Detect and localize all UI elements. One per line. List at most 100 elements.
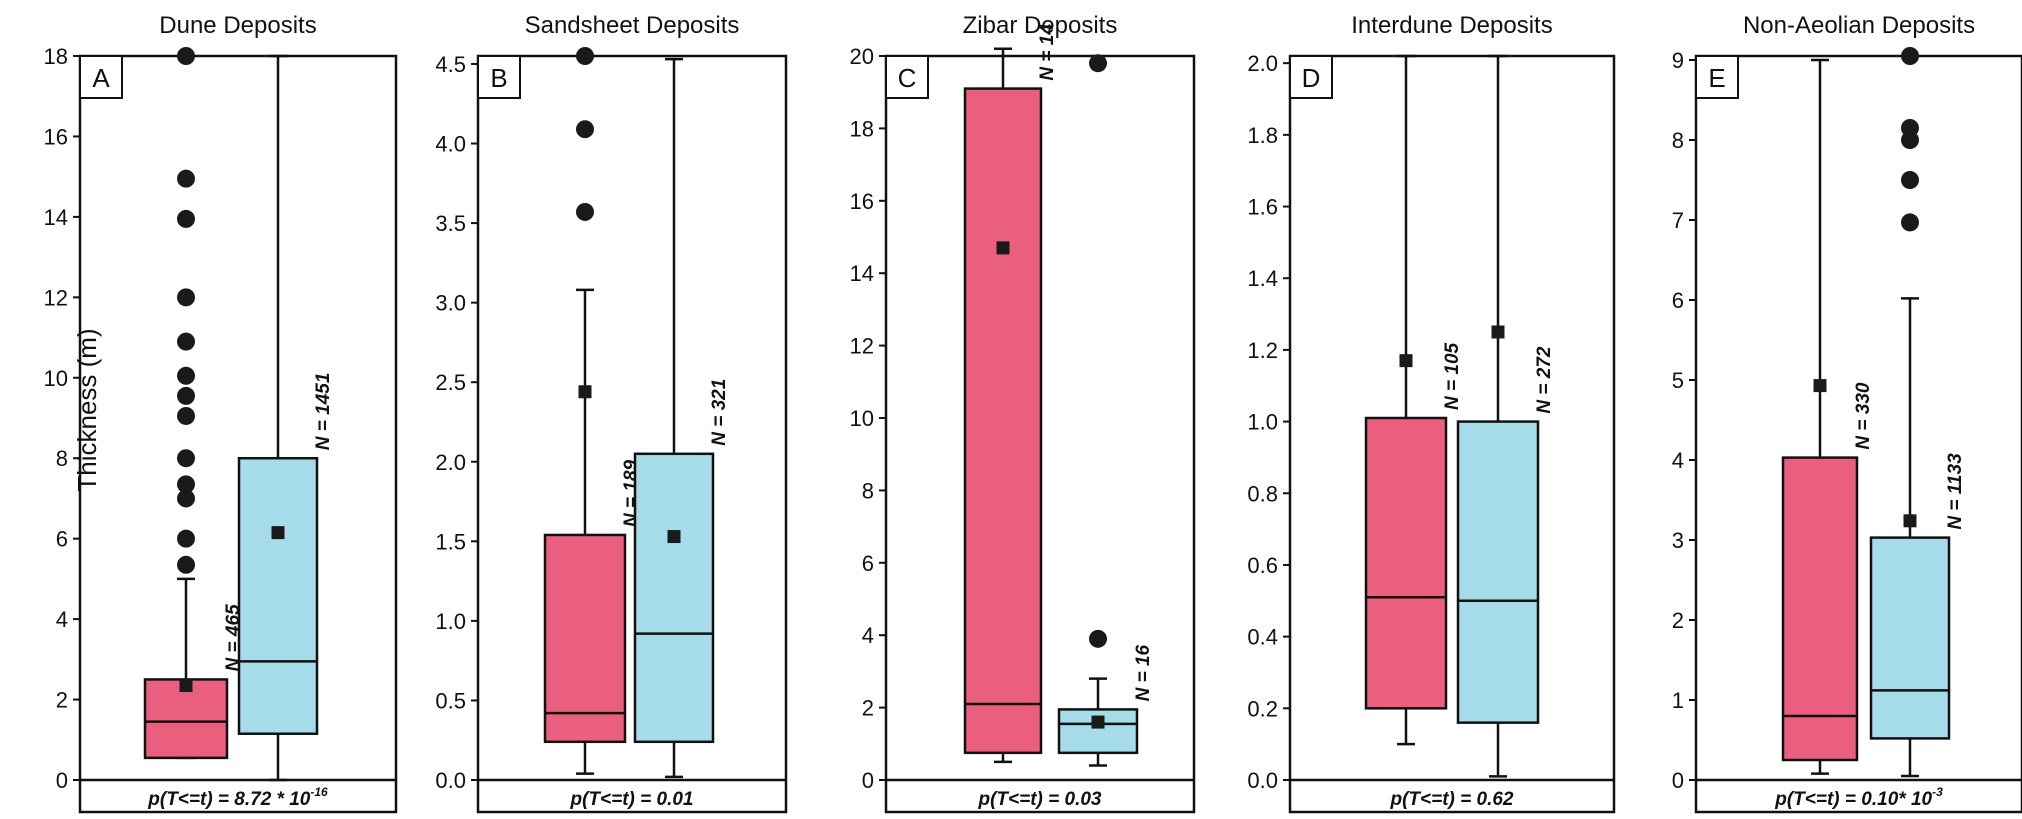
y-tick-label: 2.0 <box>435 450 466 475</box>
panel-letter-box <box>1289 55 1333 99</box>
sample-size-label: N = 1451 <box>313 373 334 451</box>
iqr-box <box>963 87 1043 755</box>
panel-frame <box>1288 54 1616 814</box>
panel-e: Non-Aeolian Deposits 0 1 2 3 4 5 6 7 8 9E N = 330 N … <box>1672 12 2022 814</box>
outlier-point <box>177 332 195 351</box>
outlier-point <box>177 555 195 574</box>
p-value-exponent: -16 <box>310 785 328 799</box>
sample-size-label: N = 321 <box>709 379 730 446</box>
sample-size-label: N = 330 <box>1853 382 1874 450</box>
outlier-point <box>177 169 195 188</box>
sample-size-label: N = 1133 <box>1945 453 1966 530</box>
panel-letter-box <box>79 55 123 99</box>
outlier-point <box>1901 171 1919 189</box>
sample-size-label: N = 16 <box>1133 644 1154 701</box>
mean-marker <box>179 678 193 692</box>
y-tick-label: 3.5 <box>435 211 466 236</box>
iqr-box <box>1364 416 1448 710</box>
box-group-1: N = 105 <box>1364 54 1463 746</box>
iqr-box <box>1456 420 1540 724</box>
box-group-2: N = 272 <box>1456 54 1555 778</box>
p-value-label: p(T<=t) = 0.01 <box>569 789 693 810</box>
y-tick-label: 2 <box>862 696 874 721</box>
y-tick-label: 9 <box>1672 48 1684 73</box>
y-tick-label: 20 <box>850 44 874 69</box>
outlier-point <box>1089 54 1107 73</box>
box-group-2: N = 1451 <box>237 54 334 782</box>
y-tick-label: 14 <box>44 205 68 230</box>
p-value-label: p(T<=t) = 0.62 <box>1389 789 1513 810</box>
mean-marker <box>271 526 285 540</box>
y-tick-label: 1.4 <box>1247 266 1278 291</box>
y-tick-label: 1.0 <box>435 609 466 634</box>
outlier-point <box>177 47 195 65</box>
y-tick-label: 6 <box>1672 288 1684 313</box>
y-tick-label: 6 <box>56 527 68 552</box>
panel-letter: D <box>1302 63 1321 93</box>
y-tick-label: 18 <box>44 44 68 69</box>
y-tick-label: 1.6 <box>1247 195 1278 220</box>
y-tick-label: 18 <box>850 116 874 141</box>
panel-letter-box <box>1695 55 1739 99</box>
panel-title: Interdune Deposits <box>1351 12 1552 39</box>
outlier-point <box>177 475 195 494</box>
panel-letter: C <box>898 63 917 93</box>
outlier-point <box>1089 629 1107 648</box>
y-tick-label: 4 <box>56 607 68 632</box>
y-tick-label: 1.5 <box>435 529 466 554</box>
sample-size-label: N = 14 <box>1037 24 1058 81</box>
y-tick-label: 5 <box>1672 368 1684 393</box>
y-tick-label: 1 <box>1672 688 1684 713</box>
y-tick-label: 7 <box>1672 208 1684 233</box>
outlier-point <box>177 386 195 405</box>
y-tick-label: 0.0 <box>435 768 466 793</box>
y-tick-label: 1.2 <box>1247 338 1278 363</box>
y-tick-label: 0.4 <box>1247 625 1278 650</box>
mean-marker <box>996 241 1010 255</box>
panel-frame <box>476 54 788 814</box>
y-tick-label: 4.0 <box>435 132 466 157</box>
panel-d: Interdune Deposits 0.0 0.2 0.4 0.6 0.8 1.0 1.2 1… <box>1247 12 1616 814</box>
y-tick-label: 2 <box>56 688 68 713</box>
outlier-point <box>177 366 195 385</box>
box-group-1: N = 14 <box>963 24 1058 764</box>
outlier-point <box>177 529 195 548</box>
box-group-1: N = 465 <box>143 47 244 760</box>
panel-frame <box>78 54 398 814</box>
panel-title: Sandsheet Deposits <box>525 12 740 39</box>
outlier-point <box>1901 119 1919 137</box>
sample-size-label: N = 272 <box>1534 346 1555 414</box>
iqr-box <box>143 678 229 760</box>
iqr-box <box>1781 456 1859 762</box>
panel-title: Non-Aeolian Deposits <box>1743 12 1975 39</box>
y-tick-label: 3 <box>1672 528 1684 553</box>
iqr-box <box>1869 536 1951 740</box>
mean-marker <box>1399 354 1413 368</box>
box-group-2: N = 1133 <box>1869 47 1966 778</box>
p-value-exponent: -3 <box>1932 785 1943 799</box>
box-group-2: N = 321 <box>633 57 730 779</box>
y-tick-label: 16 <box>44 124 68 149</box>
p-value-label: p(T<=t) = 8.72 * 10-16 <box>147 785 328 810</box>
y-tick-label: 0 <box>1672 768 1684 793</box>
panel-letter-box <box>477 55 521 99</box>
y-tick-label: 3.0 <box>435 291 466 316</box>
y-tick-label: 0.8 <box>1247 481 1278 506</box>
y-tick-label: 0.2 <box>1247 696 1278 721</box>
panel-c: Zibar Deposits 0 2 4 6 8 10 12 14 16 18 20 C N = 14 N … <box>850 12 1196 814</box>
y-tick-label: 0.5 <box>435 688 466 713</box>
panel-letter: E <box>1708 63 1725 93</box>
p-value-label: p(T<=t) = 0.10* 10-3 <box>1774 785 1943 810</box>
y-tick-label: 0 <box>862 768 874 793</box>
outlier-point <box>1901 213 1919 232</box>
panel-title: Dune Deposits <box>159 12 316 39</box>
y-tick-label: 2.5 <box>435 370 466 395</box>
y-tick-label: 12 <box>44 285 68 310</box>
mean-marker <box>1491 325 1505 339</box>
y-tick-label: 16 <box>850 189 874 214</box>
outlier-point <box>177 209 195 228</box>
mean-marker <box>667 530 681 544</box>
outlier-point <box>177 449 195 468</box>
panel-b: Sandsheet Deposits 0.0 0.5 1.0 1.5 2.0 2.5 3.0 3… <box>435 12 788 814</box>
